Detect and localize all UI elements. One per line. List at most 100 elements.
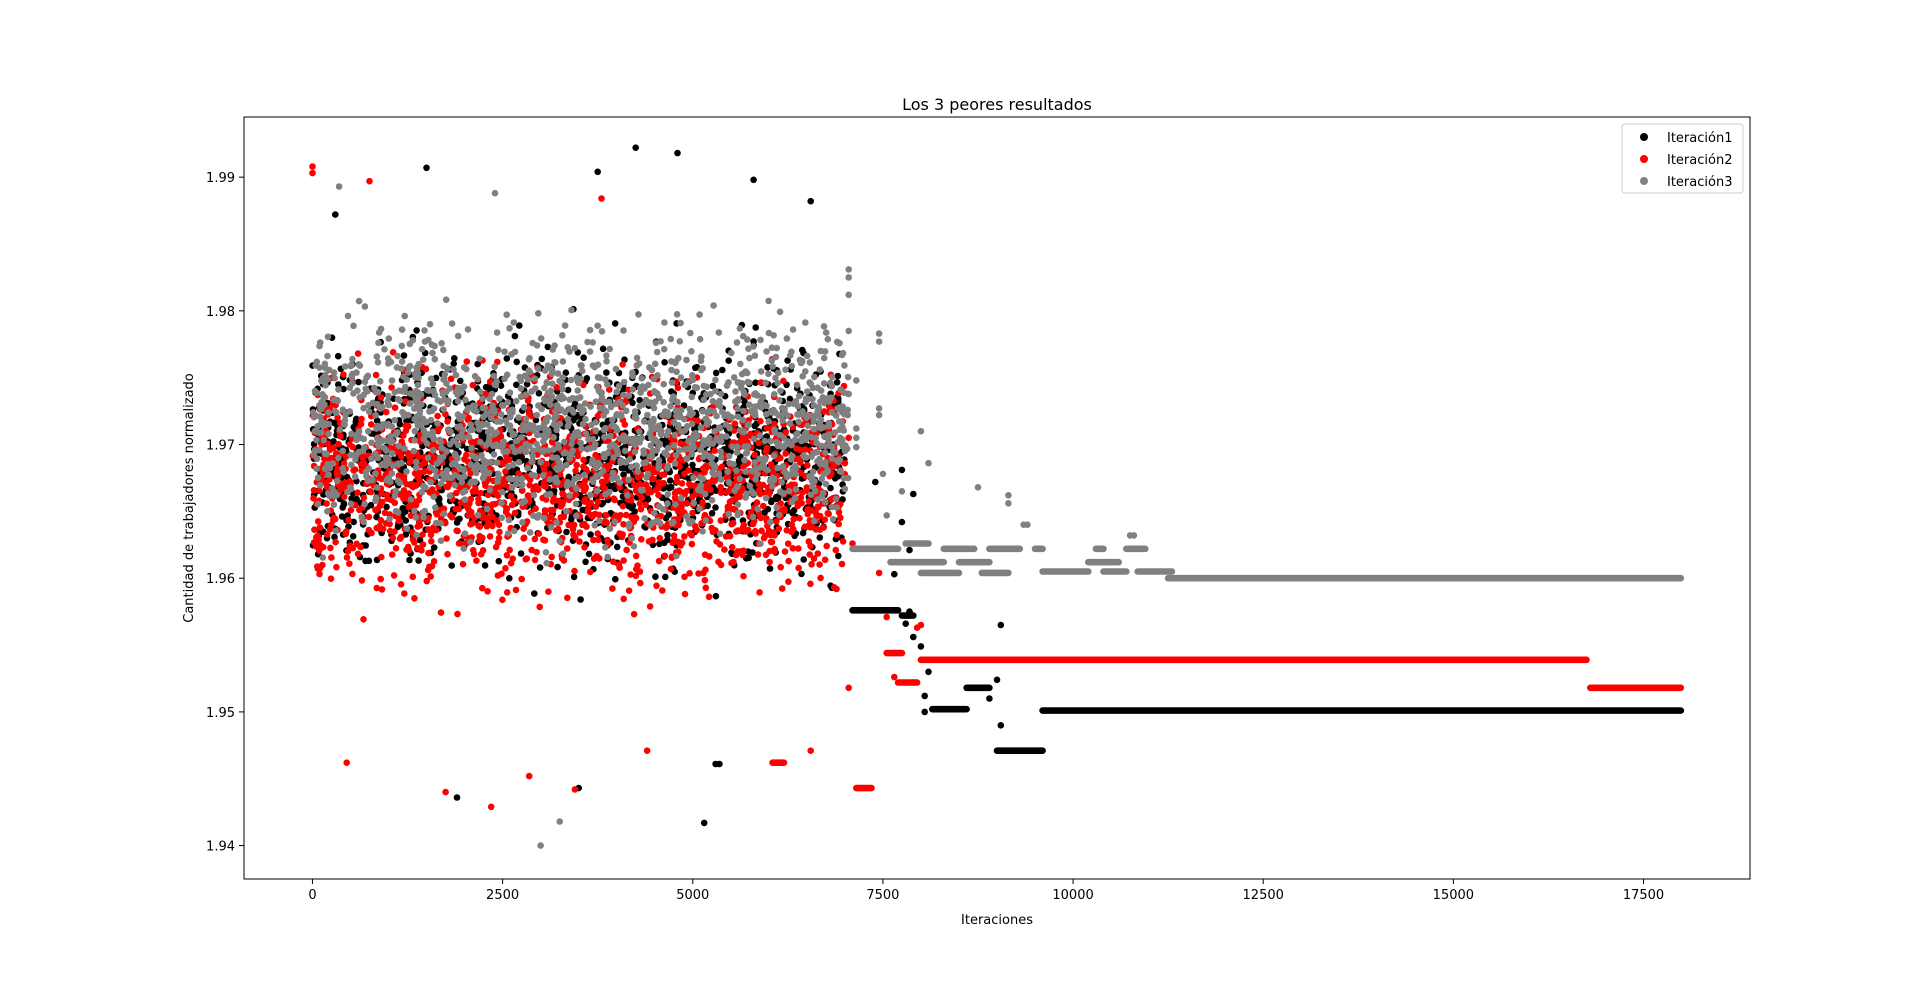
data-point-iteracion2 bbox=[518, 575, 525, 583]
data-point-iteracion3 bbox=[486, 395, 493, 403]
data-point-iteracion2 bbox=[584, 508, 592, 515]
data-point-iteracion3 bbox=[368, 455, 375, 463]
data-point-iteracion3 bbox=[512, 397, 520, 405]
data-point-iteracion3 bbox=[742, 494, 749, 501]
data-point-iteracion3 bbox=[767, 437, 774, 445]
data-point-iteracion2 bbox=[326, 525, 334, 533]
data-point-iteracion1 bbox=[611, 320, 619, 327]
data-point-iteracion1 bbox=[562, 369, 570, 377]
data-point-iteracion3 bbox=[612, 365, 620, 373]
data-point-iteracion3 bbox=[688, 450, 696, 458]
data-point-iteracion3 bbox=[673, 552, 680, 560]
data-point-iteracion3 bbox=[503, 311, 511, 319]
data-point-iteracion3 bbox=[703, 383, 711, 391]
data-point-iteracion2 bbox=[454, 610, 461, 618]
data-point-iteracion2 bbox=[606, 386, 613, 393]
data-point-iteracion2 bbox=[762, 532, 769, 539]
data-point-iteracion3 bbox=[817, 387, 825, 394]
data-point-iteracion2 bbox=[327, 544, 334, 552]
data-point-iteracion3 bbox=[417, 421, 425, 428]
data-point-iteracion3 bbox=[584, 445, 592, 453]
data-point-iteracion3 bbox=[824, 395, 831, 403]
data-point-iteracion3 bbox=[710, 302, 717, 309]
data-point-iteracion3 bbox=[402, 383, 409, 391]
data-point-iteracion3 bbox=[326, 492, 333, 500]
data-point-iteracion3 bbox=[505, 516, 513, 524]
data-point-iteracion3 bbox=[414, 381, 422, 389]
data-point-iteracion1 bbox=[457, 377, 464, 385]
data-point-iteracion3 bbox=[431, 355, 439, 363]
data-point-iteracion3 bbox=[625, 392, 633, 400]
data-point-iteracion3 bbox=[448, 474, 455, 482]
data-point-iteracion3 bbox=[543, 559, 550, 567]
data-point-iteracion3 bbox=[669, 520, 676, 527]
data-point-iteracion2 bbox=[407, 502, 415, 510]
data-point-iteracion3 bbox=[663, 431, 671, 439]
data-point-iteracion2 bbox=[754, 551, 762, 558]
data-point-iteracion1 bbox=[432, 374, 440, 382]
data-point-iteracion3 bbox=[600, 451, 607, 458]
data-point-iteracion3 bbox=[668, 379, 676, 386]
data-point-iteracion3 bbox=[619, 402, 627, 409]
data-point-iteracion2 bbox=[801, 446, 809, 453]
data-point-iteracion2 bbox=[574, 452, 582, 460]
data-point-iteracion3 bbox=[572, 500, 580, 508]
data-point-iteracion3 bbox=[452, 388, 460, 396]
data-point-iteracion3 bbox=[412, 514, 420, 521]
data-point-iteracion1 bbox=[664, 531, 671, 539]
data-point-iteracion3 bbox=[725, 510, 733, 518]
data-point-iteracion3 bbox=[875, 330, 883, 337]
data-point-iteracion2 bbox=[560, 513, 568, 521]
data-point-iteracion3 bbox=[555, 466, 563, 473]
data-point-iteracion3 bbox=[702, 517, 710, 524]
data-point-iteracion3 bbox=[759, 461, 767, 469]
data-point-iteracion3 bbox=[511, 448, 519, 456]
data-point-iteracion1 bbox=[349, 533, 357, 540]
data-point-iteracion2 bbox=[465, 512, 472, 519]
data-point-iteracion2 bbox=[368, 529, 375, 537]
data-point-iteracion2 bbox=[397, 581, 405, 588]
data-point-iteracion3 bbox=[494, 478, 501, 485]
data-point-iteracion3 bbox=[394, 352, 401, 360]
data-point-iteracion3 bbox=[835, 458, 842, 466]
data-point-iteracion3 bbox=[355, 361, 363, 368]
data-point-iteracion3 bbox=[669, 396, 676, 404]
data-point-iteracion3 bbox=[804, 422, 812, 430]
data-point-iteracion2 bbox=[340, 371, 347, 378]
data-point-iteracion3 bbox=[730, 374, 738, 381]
data-point-iteracion3 bbox=[917, 427, 925, 435]
data-point-iteracion2 bbox=[395, 517, 403, 525]
data-point-iteracion2 bbox=[405, 490, 413, 497]
data-point-iteracion3 bbox=[561, 438, 568, 446]
data-point-iteracion3 bbox=[457, 415, 464, 423]
data-point-iteracion3 bbox=[313, 465, 320, 473]
data-point-iteracion3 bbox=[476, 355, 483, 363]
data-point-iteracion3 bbox=[531, 472, 539, 480]
data-point-iteracion3 bbox=[633, 462, 640, 470]
data-point-iteracion1 bbox=[580, 354, 587, 362]
data-point-iteracion3 bbox=[649, 519, 656, 526]
data-point-iteracion3 bbox=[321, 393, 329, 401]
data-point-iteracion3 bbox=[515, 459, 523, 466]
data-point-iteracion3 bbox=[683, 356, 690, 364]
data-point-iteracion3 bbox=[687, 329, 694, 337]
data-point-iteracion2 bbox=[475, 495, 482, 503]
data-point-iteracion3 bbox=[510, 527, 518, 535]
data-point-iteracion3 bbox=[778, 404, 786, 412]
data-point-iteracion3 bbox=[530, 491, 538, 499]
data-point-iteracion1 bbox=[340, 501, 348, 508]
data-point-iteracion2 bbox=[655, 491, 662, 499]
data-point-iteracion2 bbox=[484, 514, 492, 522]
data-point-iteracion3 bbox=[828, 373, 836, 381]
data-point-iteracion3 bbox=[844, 406, 851, 414]
y-tick-label: 1.95 bbox=[206, 706, 235, 721]
data-point-iteracion2 bbox=[600, 483, 607, 490]
data-point-iteracion3 bbox=[1130, 532, 1138, 539]
data-point-iteracion1 bbox=[708, 510, 716, 517]
data-point-iteracion2 bbox=[732, 551, 740, 559]
data-point-iteracion3 bbox=[566, 492, 573, 499]
data-point-iteracion3 bbox=[577, 439, 584, 447]
data-point-iteracion3 bbox=[636, 402, 643, 410]
data-point-iteracion2 bbox=[681, 573, 688, 581]
data-point-iteracion3 bbox=[324, 376, 332, 383]
